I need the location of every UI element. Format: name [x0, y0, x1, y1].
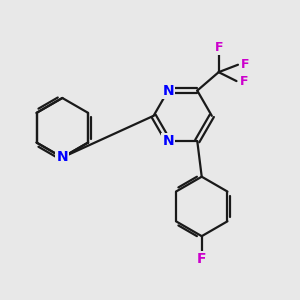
Text: F: F: [197, 252, 206, 266]
Text: F: F: [240, 75, 248, 88]
Text: F: F: [241, 58, 250, 71]
Text: N: N: [162, 84, 174, 98]
Text: F: F: [214, 41, 223, 54]
Text: N: N: [56, 150, 68, 164]
Text: N: N: [162, 134, 174, 148]
